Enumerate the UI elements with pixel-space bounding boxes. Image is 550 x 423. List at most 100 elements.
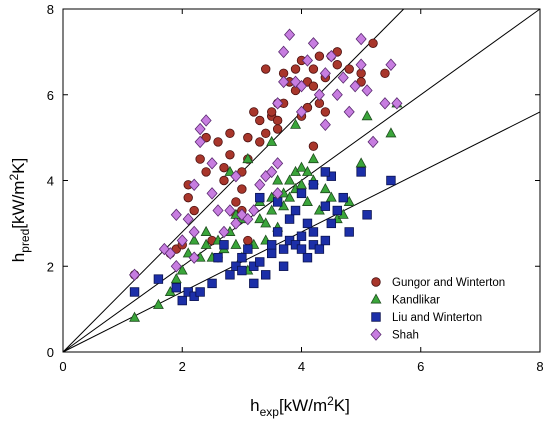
data-point-triangle — [230, 238, 242, 249]
data-point-triangle — [152, 298, 164, 309]
data-point-diamond — [206, 157, 218, 170]
data-point-circle — [308, 81, 319, 91]
data-point-square — [356, 167, 366, 177]
data-point-triangle — [170, 273, 182, 284]
data-point-circle — [183, 192, 193, 203]
data-point-circle — [308, 64, 319, 74]
y-tick-label: 0 — [47, 345, 54, 360]
data-point-diamond — [272, 97, 284, 110]
data-point-circle — [314, 51, 325, 61]
y-axis-label-mid: [kW/m — [9, 181, 28, 229]
data-point-circle — [231, 197, 241, 207]
reference-line-0 — [62, 8, 405, 353]
data-point-diamond — [278, 75, 290, 89]
data-point-diamond — [325, 49, 337, 63]
data-point-diamond — [248, 204, 260, 217]
data-point-diamond — [212, 204, 224, 217]
data-point-square — [326, 218, 337, 229]
data-point-triangle — [290, 118, 302, 129]
data-point-square — [386, 175, 396, 186]
data-point-square — [296, 244, 307, 254]
data-point-triangle — [129, 311, 141, 322]
data-point-square — [261, 270, 271, 280]
data-point-square — [290, 205, 301, 216]
data-point-triangle — [200, 225, 212, 236]
data-point-diamond — [272, 187, 284, 200]
x-axis-label-mid: [kW/m — [279, 396, 327, 415]
data-point-square — [344, 227, 354, 237]
data-point-square — [153, 274, 164, 284]
data-point-diamond — [170, 208, 182, 222]
legend-marker-triangle — [370, 293, 382, 304]
data-point-circle — [249, 107, 259, 117]
x-axis-label-sub: exp — [260, 405, 280, 419]
data-point-diamond — [224, 204, 236, 217]
y-axis-label: hpred[kW/m2K] — [7, 158, 32, 262]
data-points — [129, 28, 403, 322]
data-point-square — [266, 248, 277, 259]
series-circle — [129, 38, 390, 280]
data-point-square — [332, 205, 342, 216]
data-point-diamond — [206, 187, 218, 200]
data-point-triangle — [296, 178, 307, 189]
data-point-diamond — [266, 165, 278, 179]
x-axis-label-sup: 2 — [327, 394, 334, 408]
x-tick-label: 0 — [59, 359, 66, 374]
data-point-diamond — [170, 260, 182, 273]
data-point-triangle — [319, 183, 331, 194]
data-point-circle — [243, 132, 253, 143]
data-point-square — [314, 244, 325, 254]
data-point-triangle — [254, 213, 266, 224]
data-point-triangle — [301, 165, 313, 176]
data-point-circle — [237, 184, 247, 194]
data-point-square — [308, 227, 319, 237]
legend-label: Shah — [392, 330, 419, 342]
data-point-square — [177, 295, 187, 306]
x-axis-label: hexp[kW/m2K] — [250, 394, 350, 419]
data-point-circle — [225, 128, 235, 139]
data-point-diamond — [391, 97, 403, 110]
x-axis-ticks: 0 2 4 6 8 — [59, 9, 544, 374]
data-point-diamond — [349, 79, 361, 93]
data-point-circle — [255, 115, 265, 126]
x-tick-label: 4 — [298, 359, 305, 374]
data-point-square — [308, 180, 319, 190]
data-point-diamond — [188, 178, 200, 191]
data-point-diamond — [272, 157, 284, 170]
data-point-square — [237, 265, 247, 276]
data-point-diamond — [254, 178, 266, 191]
y-axis-label-main: h — [9, 253, 28, 262]
data-point-diamond — [331, 88, 343, 101]
data-point-square — [278, 244, 289, 254]
data-point-circle — [344, 64, 354, 74]
data-point-circle — [213, 137, 223, 147]
y-tick-label: 6 — [47, 88, 54, 103]
data-point-circle — [290, 64, 301, 74]
data-point-triangle — [301, 195, 313, 206]
data-point-diamond — [355, 32, 367, 46]
data-point-diamond — [319, 67, 331, 80]
data-point-square — [195, 287, 205, 297]
y-tick-label: 2 — [47, 259, 54, 274]
data-point-diamond — [218, 225, 230, 239]
data-point-circle — [380, 68, 390, 79]
data-point-triangle — [307, 153, 319, 164]
y-axis-label-sup: 2 — [7, 174, 21, 181]
data-point-square — [320, 167, 331, 177]
x-axis-label-end: K] — [334, 396, 350, 415]
data-point-circle — [368, 38, 378, 49]
data-point-triangle — [325, 191, 337, 202]
data-point-circle — [261, 64, 271, 74]
legend-label: Gungor and Winterton — [392, 277, 505, 289]
data-point-diamond — [295, 79, 308, 93]
data-point-circle — [255, 137, 265, 147]
data-point-circle — [332, 60, 342, 70]
data-point-circle — [272, 124, 283, 134]
legend: Gungor and Winterton Kandlikar Liu and Win… — [370, 277, 505, 342]
data-point-circle — [320, 107, 331, 117]
y-axis-label-sub: pred — [18, 229, 32, 253]
legend-label: Liu and Winterton — [392, 312, 482, 324]
data-point-triangle — [266, 204, 278, 215]
data-point-diamond — [379, 97, 391, 110]
